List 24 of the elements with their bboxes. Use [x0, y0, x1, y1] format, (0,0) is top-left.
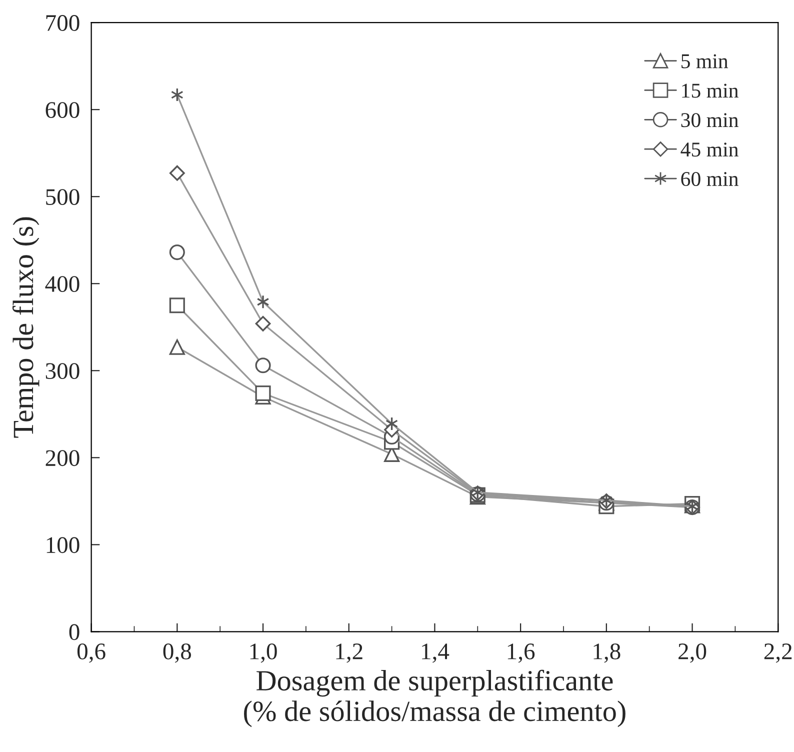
- x-tick-label: 1,2: [336, 644, 362, 663]
- y-tick-label: 200: [46, 450, 80, 466]
- legend-label: 5 min: [682, 54, 728, 68]
- x-tick-label: 2,0: [678, 643, 706, 663]
- legend-label: 15 min: [682, 84, 738, 98]
- x-axis-title: Dosagem de superplastificante (% de sólidos/massa de cimento): [244, 670, 626, 728]
- y-tick-label: 400: [45, 276, 80, 292]
- y-axis-title: Tempo de fluxo (s): [12, 217, 40, 438]
- y-tick-label: 700: [46, 15, 80, 31]
- y-tick-label: 0: [69, 624, 80, 640]
- legend-label: 45 min: [680, 142, 738, 157]
- x-tick-label: 1,0: [250, 643, 277, 663]
- x-tick-label: 0,6: [77, 643, 106, 663]
- y-tick-label: 600: [46, 102, 80, 118]
- x-tick-label: 1,8: [594, 643, 620, 663]
- legend-label: 30 min: [681, 113, 738, 128]
- x-tick-label: 2,2: [764, 644, 792, 663]
- legend-label: 60 min: [681, 172, 738, 186]
- y-tick-label: 500: [46, 189, 80, 206]
- x-tick-label: 1,6: [508, 644, 535, 663]
- x-tick-label: 0,8: [163, 643, 192, 663]
- x-tick-label: 1,4: [422, 644, 450, 663]
- y-tick-label: 100: [46, 537, 80, 554]
- y-tick-label: 300: [46, 363, 80, 380]
